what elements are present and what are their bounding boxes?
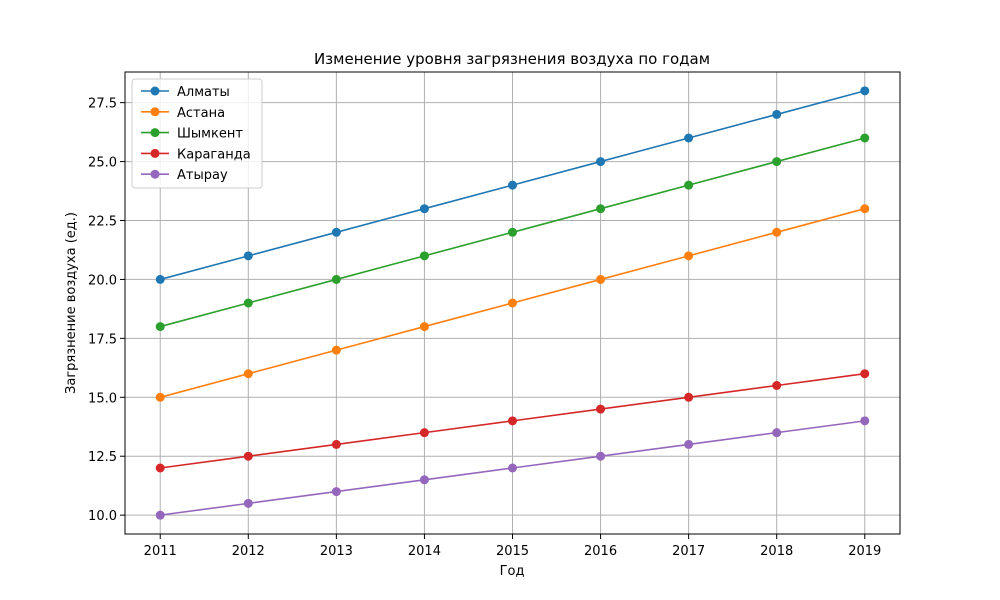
data-point (772, 428, 782, 438)
series-5 (155, 416, 870, 520)
data-point (596, 157, 606, 167)
y-axis: 10.0 12.5 15.0 17.5 20.0 22.5 25.0 27.5 (88, 97, 125, 524)
data-point (684, 133, 694, 143)
data-point (860, 133, 870, 143)
data-point (155, 392, 165, 402)
legend-label: Шымкент (177, 127, 243, 142)
x-tick-label: 2018 (760, 544, 793, 559)
data-point (860, 416, 870, 426)
x-axis-label: Год (500, 564, 525, 579)
legend-item: Караганда (141, 147, 251, 162)
legend-item: Шымкент (141, 127, 243, 142)
data-point (243, 298, 253, 308)
data-point (331, 487, 341, 497)
x-tick-label: 2011 (144, 544, 177, 559)
data-point (155, 274, 165, 284)
data-point (596, 451, 606, 461)
data-point (860, 369, 870, 379)
x-tick-label: 2014 (408, 544, 441, 559)
data-point (155, 510, 165, 520)
data-point (684, 180, 694, 190)
data-point (772, 381, 782, 390)
legend-label: Алматы (177, 85, 230, 100)
data-point (419, 322, 429, 332)
legend-marker (150, 128, 160, 138)
data-point (508, 463, 517, 473)
y-tick-label: 22.5 (88, 215, 117, 230)
y-tick-label: 17.5 (88, 332, 117, 347)
legend-item: Атырау (141, 168, 228, 183)
data-point (596, 274, 606, 284)
data-point (331, 227, 341, 237)
data-point (331, 439, 341, 449)
data-point (243, 498, 253, 508)
x-axis: 2011 2012 2013 2014 2015 2016 2017 2018 2019 (144, 534, 881, 559)
y-tick-label: 20.0 (88, 273, 117, 288)
data-point (243, 251, 253, 261)
legend-marker (150, 148, 160, 158)
data-point (772, 227, 782, 237)
data-point (155, 322, 165, 332)
y-tick-label: 12.5 (88, 450, 117, 465)
data-point (596, 204, 606, 214)
data-point (684, 251, 694, 261)
x-tick-label: 2012 (232, 544, 265, 559)
data-point (860, 86, 870, 96)
data-point (772, 109, 782, 119)
legend-marker (150, 86, 160, 96)
data-point (419, 428, 429, 438)
series-4 (155, 369, 870, 473)
legend-item: Астана (141, 106, 225, 121)
data-point (243, 369, 253, 379)
series-1 (155, 86, 870, 284)
y-tick-label: 15.0 (88, 391, 117, 406)
y-tick-label: 25.0 (88, 156, 117, 171)
legend-label: Караганда (177, 147, 251, 162)
x-tick-label: 2019 (848, 544, 881, 559)
chart-title: Изменение уровня загрязнения воздуха по … (314, 50, 710, 68)
data-point (419, 475, 429, 485)
legend-marker (150, 107, 160, 117)
data-point (155, 463, 165, 473)
data-point (684, 439, 694, 449)
data-point (331, 274, 341, 284)
legend-item: Алматы (141, 85, 230, 100)
legend-marker (150, 169, 160, 179)
data-point (508, 416, 517, 426)
y-tick-label: 10.0 (88, 509, 117, 524)
data-point (508, 180, 517, 190)
x-tick-label: 2016 (584, 544, 617, 559)
x-tick-label: 2015 (496, 544, 529, 559)
series-layer (155, 86, 870, 520)
x-tick-label: 2017 (672, 544, 705, 559)
data-point (508, 227, 517, 237)
x-tick-label: 2013 (320, 544, 353, 559)
legend: Алматы Астана Шымкент Караганда Атырау (131, 78, 263, 189)
data-point (331, 345, 341, 355)
data-point (772, 157, 782, 167)
legend-label: Астана (177, 106, 225, 121)
data-point (243, 451, 253, 461)
data-point (419, 251, 429, 261)
data-point (860, 204, 870, 214)
series-2 (155, 204, 870, 402)
data-point (508, 298, 517, 308)
data-point (684, 392, 694, 402)
y-tick-label: 27.5 (88, 97, 117, 112)
legend-box (131, 78, 263, 189)
series-3 (155, 133, 870, 332)
grid (125, 72, 900, 534)
data-point (596, 404, 606, 414)
y-axis-label: Загрязнение воздуха (ед.) (64, 212, 79, 394)
data-point (419, 204, 429, 214)
legend-label: Атырау (177, 168, 228, 183)
